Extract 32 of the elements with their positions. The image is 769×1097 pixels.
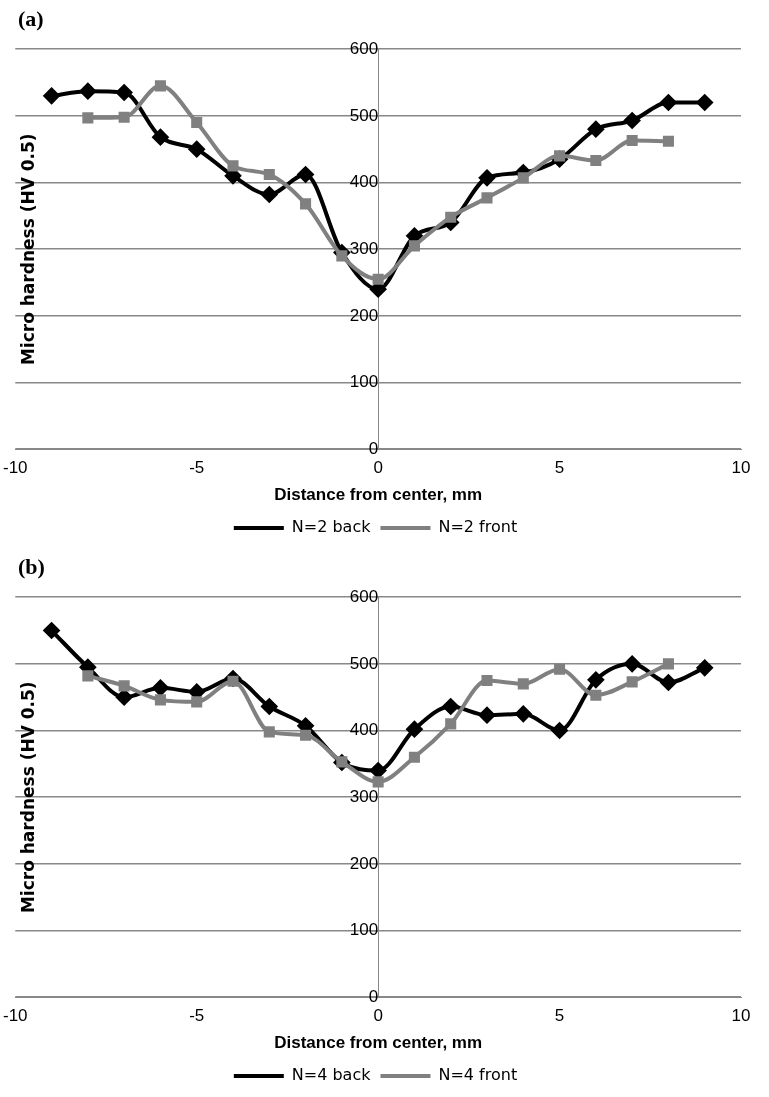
y-tick-label: 300 (349, 786, 379, 806)
chart-title: (a) (18, 6, 44, 32)
y-tick-label: 600 (349, 586, 379, 606)
legend-label: N=4 front (438, 1065, 518, 1085)
y-tick-label: 500 (349, 105, 379, 125)
chart-title: (b) (18, 554, 45, 580)
x-tick-label: -5 (189, 458, 205, 478)
x-tick-label: -10 (3, 458, 28, 478)
x-axis-title: Distance from center, mm (274, 485, 483, 505)
y-tick-label: 300 (349, 238, 379, 258)
y-tick-label: 100 (349, 920, 379, 940)
x-tick-label: 5 (554, 458, 565, 478)
y-tick-label: 400 (349, 172, 379, 192)
y-tick-label: 500 (349, 653, 379, 673)
y-tick-label: 200 (349, 853, 379, 873)
y-tick-label: 600 (349, 38, 379, 58)
legend-label: N=2 back (291, 517, 372, 537)
x-tick-label: 10 (731, 458, 751, 478)
y-tick-label: 0 (368, 986, 379, 1006)
y-tick-label: 100 (349, 372, 379, 392)
y-tick-label: 0 (368, 438, 379, 458)
x-tick-label: -5 (189, 1006, 205, 1026)
x-tick-label: 5 (554, 1006, 565, 1026)
y-tick-label: 200 (349, 305, 379, 325)
x-tick-label: -10 (3, 1006, 28, 1026)
y-axis-title: Micro hardness (HV 0.5) (18, 133, 39, 366)
legend-label: N=4 back (291, 1065, 372, 1085)
legend-label: N=2 front (438, 517, 518, 537)
y-tick-label: 400 (349, 720, 379, 740)
x-axis-title: Distance from center, mm (274, 1033, 483, 1053)
x-tick-label: 10 (731, 1006, 751, 1026)
y-axis-title: Micro hardness (HV 0.5) (18, 681, 39, 914)
